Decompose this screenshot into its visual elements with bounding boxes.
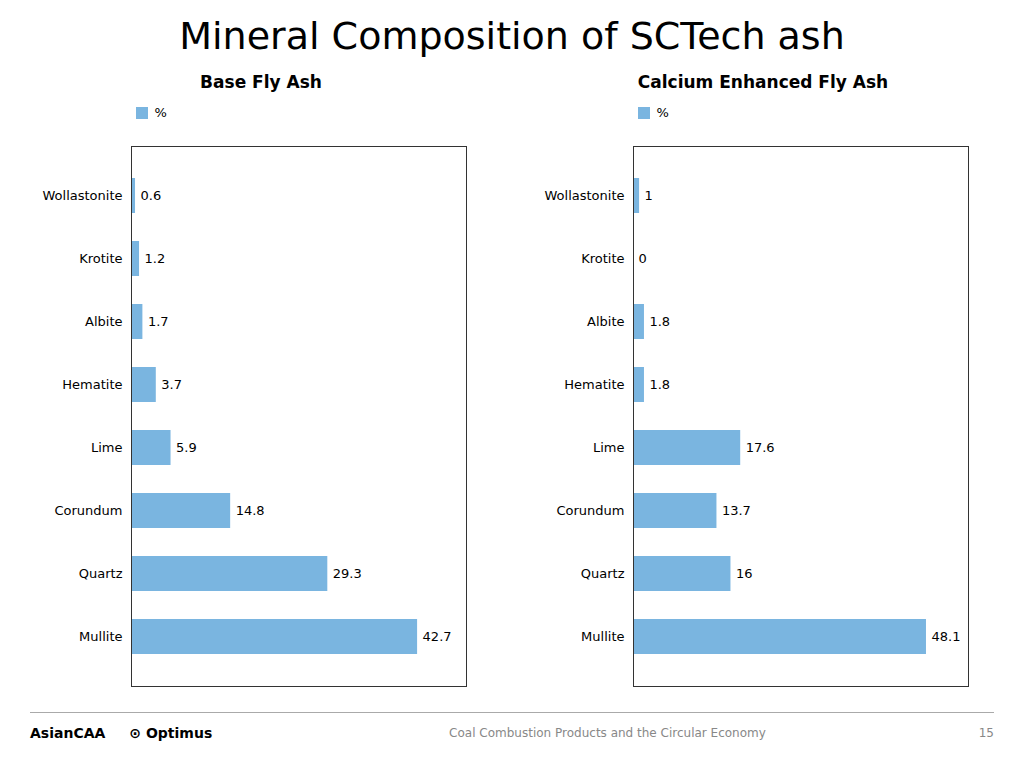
svg-text:Albite: Albite (85, 314, 122, 329)
svg-text:Mullite: Mullite (581, 629, 624, 644)
html-text:Base Fly Ash: Base Fly Ash (200, 72, 322, 92)
svg-text:Wollastonite: Wollastonite (42, 188, 122, 203)
svg-text:17.6: 17.6 (746, 440, 775, 455)
svg-text:14.8: 14.8 (236, 503, 265, 518)
svg-text:Corundum: Corundum (556, 503, 624, 518)
svg-text:1.8: 1.8 (649, 377, 670, 392)
html-text:⊙ Optimus: ⊙ Optimus (129, 725, 213, 741)
svg-text:16: 16 (736, 566, 753, 581)
svg-text:Mullite: Mullite (79, 629, 122, 644)
svg-text:Lime: Lime (91, 440, 123, 455)
svg-text:1.7: 1.7 (148, 314, 169, 329)
svg-text:1.8: 1.8 (649, 314, 670, 329)
svg-text:Albite: Albite (587, 314, 624, 329)
svg-text:Corundum: Corundum (54, 503, 122, 518)
svg-text:Quartz: Quartz (581, 566, 625, 581)
svg-text:1: 1 (645, 188, 653, 203)
html-text:Mineral Composition of SCTech: Mineral Composition of SCTech ash (179, 14, 845, 58)
svg-text:0.6: 0.6 (141, 188, 162, 203)
html-text:Calcium Enhanced Fly Ash: Calcium Enhanced Fly Ash (637, 72, 889, 92)
html-text:AsianCAA: AsianCAA (30, 725, 106, 741)
svg-text:Quartz: Quartz (79, 566, 123, 581)
svg-text:Hematite: Hematite (62, 377, 122, 392)
svg-text:3.7: 3.7 (161, 377, 182, 392)
svg-text:5.9: 5.9 (176, 440, 197, 455)
svg-text:13.7: 13.7 (722, 503, 751, 518)
html-text:15: 15 (978, 726, 994, 740)
svg-text:Krotite: Krotite (79, 251, 122, 266)
svg-text:Krotite: Krotite (581, 251, 624, 266)
svg-text:Lime: Lime (593, 440, 625, 455)
html-text:Coal Combustion Products and t: Coal Combustion Products and the Circula… (449, 726, 766, 740)
svg-text:Hematite: Hematite (564, 377, 624, 392)
svg-text:0: 0 (639, 251, 647, 266)
svg-text:1.2: 1.2 (145, 251, 166, 266)
svg-text:48.1: 48.1 (931, 629, 960, 644)
svg-text:29.3: 29.3 (333, 566, 362, 581)
svg-text:42.7: 42.7 (423, 629, 452, 644)
svg-text:Wollastonite: Wollastonite (544, 188, 624, 203)
